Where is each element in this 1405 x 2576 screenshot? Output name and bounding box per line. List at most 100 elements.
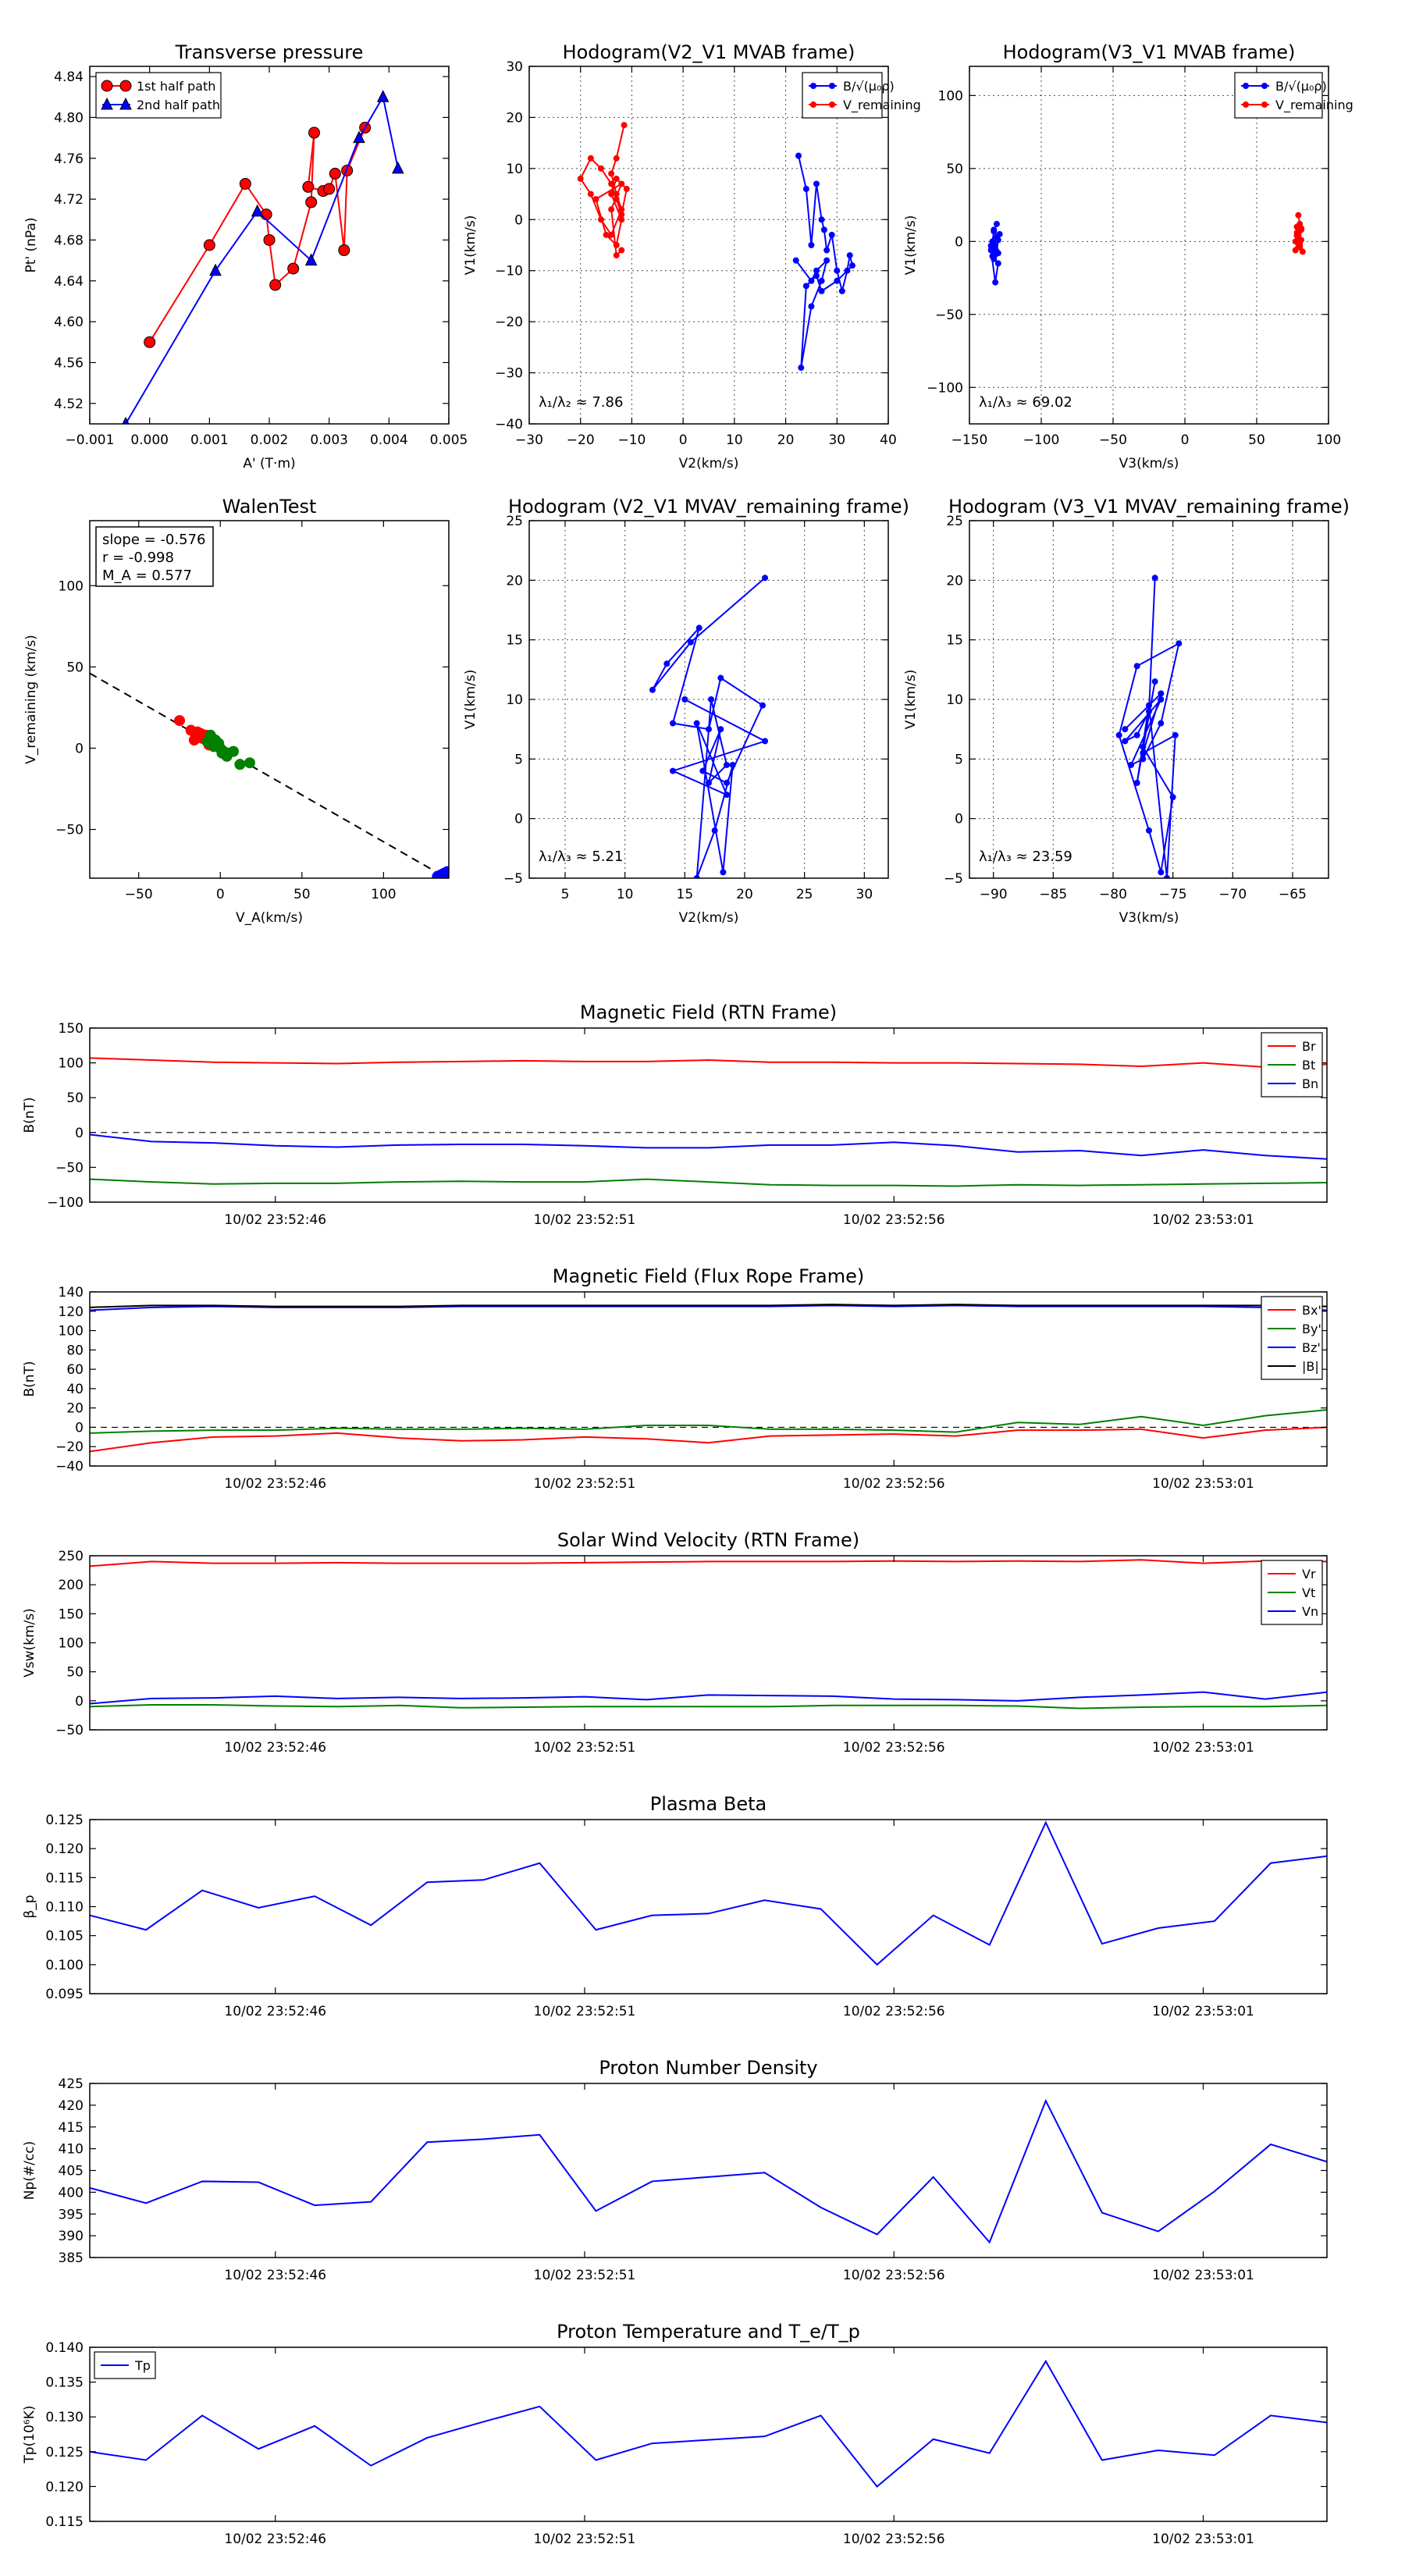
plot-area: [90, 1304, 1327, 1453]
panel-hv3: Hodogram(V3_V1 MVAB frame) −150 −100 −50 0 50…: [903, 41, 1341, 471]
data-point: [122, 416, 130, 424]
y-axis-label: V1(km/s): [463, 670, 478, 730]
y-tick-label: 405: [59, 2164, 84, 2179]
y-tick-label: −50: [55, 1723, 84, 1738]
data-point: [838, 287, 845, 294]
data-point: [1158, 696, 1165, 703]
data-point: [1293, 223, 1300, 230]
data-point: [993, 220, 1000, 227]
data-point: [798, 365, 805, 372]
x-tick-label: 10/02 23:52:46: [224, 2268, 326, 2283]
legend-label: |B|: [1302, 1359, 1319, 1374]
data-point: [1169, 794, 1176, 801]
plot-area: [90, 1559, 1327, 1710]
y-tick-label: 4.68: [54, 233, 84, 248]
data-point: [1133, 663, 1140, 670]
data-point: [228, 745, 239, 757]
legend-marker: [101, 80, 113, 92]
y-tick-label: 0: [75, 741, 84, 756]
y-tick-label: 0.120: [45, 2479, 84, 2495]
data-point: [613, 252, 620, 259]
y-tick-label: 100: [59, 1056, 84, 1072]
x-axis-label: V_A(km/s): [236, 910, 303, 926]
y-tick-label: 20: [66, 1401, 84, 1417]
data-point: [577, 175, 584, 182]
x-tick-label: −80: [1099, 887, 1127, 902]
data-point: [828, 231, 835, 238]
y-axis-label: V_remaining (km/s): [23, 635, 39, 764]
data-point: [1133, 779, 1140, 786]
y-tick-label: 0: [514, 812, 523, 827]
data-point: [991, 226, 998, 233]
axes-frame: [969, 66, 1329, 425]
data-point: [251, 204, 264, 217]
legend-label: 2nd half path: [137, 98, 220, 112]
data-point: [260, 208, 272, 221]
data-point: [1140, 744, 1147, 751]
data-point: [1146, 827, 1152, 834]
data-point: [813, 267, 820, 274]
x-tick-label: 10: [726, 432, 743, 448]
data-point: [1115, 731, 1122, 738]
y-tick-label: 80: [66, 1343, 84, 1358]
data-point: [603, 231, 610, 238]
y-tick-label: 15: [946, 633, 963, 649]
x-tick-label: 10/02 23:52:46: [224, 1212, 326, 1228]
axes-frame: [528, 66, 889, 425]
y-axis-label: B(nT): [22, 1097, 37, 1133]
legend-marker: [810, 83, 816, 89]
legend-label: Vr: [1302, 1567, 1316, 1582]
data-point: [670, 767, 676, 774]
y-tick-label: 50: [946, 162, 963, 177]
legend-marker: [101, 97, 113, 110]
y-tick-label: −10: [495, 264, 523, 279]
x-tick-label: 10/02 23:52:51: [534, 1212, 636, 1228]
x-tick-label: 20: [777, 432, 795, 448]
y-tick-label: 4.80: [54, 110, 84, 126]
chart-title: Magnetic Field (Flux Rope Frame): [553, 1265, 864, 1287]
x-tick-label: 100: [371, 887, 396, 902]
data-point: [808, 242, 815, 248]
chart-title: Hodogram(V2_V1 MVAB frame): [563, 41, 855, 63]
data-point: [1297, 244, 1304, 251]
x-tick-label: 10/02 23:52:46: [224, 2532, 326, 2547]
legend-box: [1234, 72, 1323, 119]
chart-title: Magnetic Field (RTN Frame): [580, 1002, 837, 1023]
data-point: [699, 767, 706, 774]
x-tick-label: 10/02 23:52:46: [224, 2004, 326, 2019]
data-point: [670, 720, 676, 727]
y-tick-label: 400: [59, 2185, 84, 2201]
x-tick-label: 10/02 23:53:01: [1152, 1476, 1254, 1492]
legend-label: Vt: [1302, 1585, 1315, 1600]
y-tick-label: 0.125: [45, 1813, 84, 1828]
data-point: [239, 177, 251, 190]
x-axis-label: V2(km/s): [679, 456, 739, 471]
x-tick-label: −70: [1218, 887, 1247, 902]
chart-title: Transverse pressure: [175, 41, 364, 63]
legend-marker: [119, 80, 132, 92]
plot-area: [122, 90, 404, 424]
chart-title: Solar Wind Velocity (RTN Frame): [557, 1529, 859, 1551]
legend-label: 1st half path: [137, 79, 215, 94]
y-tick-label: 425: [59, 2076, 84, 2092]
data-point: [287, 262, 300, 275]
data-point: [823, 257, 831, 264]
y-tick-label: 0.120: [45, 1841, 84, 1857]
y-tick-label: −40: [55, 1459, 84, 1475]
data-point: [1295, 212, 1302, 219]
y-tick-label: 0: [955, 812, 963, 827]
series-line: [90, 1304, 1327, 1308]
data-point: [818, 216, 825, 223]
x-tick-label: 10/02 23:52:51: [534, 2268, 636, 2283]
legend-marker: [829, 101, 835, 108]
plot-area: [969, 66, 1329, 424]
x-axis-label: V3(km/s): [1119, 456, 1179, 471]
data-point: [762, 575, 769, 582]
legend-label: Tp: [134, 2358, 151, 2373]
x-tick-label: 0.004: [370, 432, 408, 448]
series-line: [90, 1409, 1327, 1434]
x-tick-label: −150: [951, 432, 988, 448]
x-tick-label: 10/02 23:53:01: [1152, 2004, 1254, 2019]
data-point: [329, 167, 341, 180]
legend-marker: [810, 101, 816, 108]
